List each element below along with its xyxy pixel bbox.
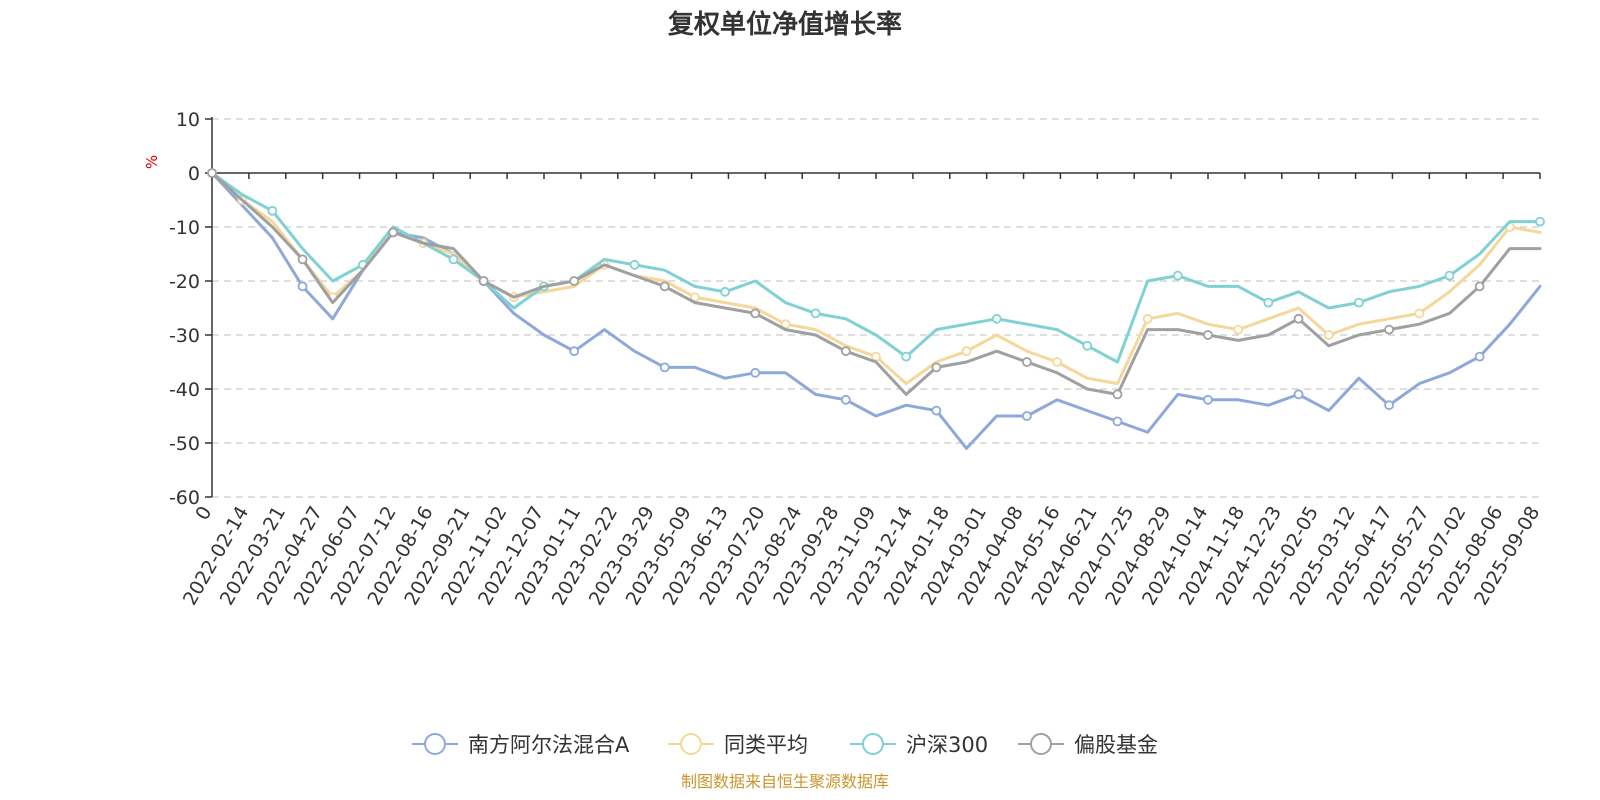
data-point: [207, 168, 217, 178]
axes: 100-10-20-30-40-50-60%02022-02-142022-03…: [143, 109, 1544, 609]
legend[interactable]: 南方阿尔法混合A 同类平均 沪深300 偏股基金: [412, 733, 1158, 757]
legend-label: 南方阿尔法混合A: [468, 733, 630, 757]
series-lines: [207, 168, 1545, 450]
data-point: [659, 362, 670, 373]
data-point: [1052, 357, 1062, 367]
data-point: [1203, 394, 1213, 405]
source-note: 制图数据来自恒生聚源数据库: [680, 772, 889, 791]
data-point: [478, 276, 489, 286]
y-tick-label: 10: [176, 109, 200, 131]
y-tick-label: -50: [169, 433, 200, 455]
data-point: [931, 405, 942, 416]
data-point: [840, 346, 851, 357]
series-line-0: [210, 171, 1542, 450]
legend-label: 偏股基金: [1074, 733, 1158, 757]
y-tick-label: 0: [188, 163, 200, 185]
data-point: [1414, 308, 1425, 319]
legend-marker: [424, 733, 446, 755]
data-point: [1022, 411, 1032, 421]
y-tick-label: -10: [169, 217, 200, 239]
data-point: [1022, 357, 1032, 367]
chart-title: 复权单位净值增长率: [667, 10, 902, 40]
data-point: [750, 308, 761, 319]
data-point: [840, 394, 851, 405]
data-point: [569, 346, 580, 357]
data-point: [569, 276, 580, 286]
data-point: [1112, 389, 1123, 400]
line-chart: 100-10-20-30-40-50-60%02022-02-142022-03…: [143, 109, 1545, 757]
data-point: [1444, 270, 1455, 281]
data-point: [1293, 389, 1304, 400]
data-point: [629, 259, 640, 270]
legend-marker: [862, 733, 884, 755]
legend-item-1[interactable]: 同类平均: [668, 733, 808, 757]
data-point: [810, 308, 821, 319]
data-point: [901, 351, 912, 362]
data-point: [931, 362, 942, 373]
data-point: [267, 205, 278, 216]
legend-label: 沪深300: [906, 733, 988, 757]
data-point: [720, 286, 730, 297]
legend-item-0[interactable]: 南方阿尔法混合A: [412, 733, 630, 757]
x-tick-label: 0: [191, 503, 216, 524]
data-point: [1384, 324, 1394, 335]
data-point: [1082, 340, 1093, 351]
data-point: [991, 313, 1002, 324]
legend-marker: [1030, 733, 1052, 755]
data-point: [1323, 330, 1334, 340]
data-point: [1263, 297, 1274, 308]
data-point: [1233, 324, 1244, 335]
y-tick-label: -20: [169, 271, 200, 293]
legend-item-3[interactable]: 偏股基金: [1018, 733, 1158, 757]
series-line-3: [210, 171, 1542, 396]
legend-marker: [680, 733, 702, 755]
grid-lines: [212, 118, 1540, 498]
legend-item-2[interactable]: 沪深300: [850, 733, 988, 757]
data-point: [448, 254, 459, 265]
data-point: [659, 281, 670, 292]
y-tick-label: -30: [169, 325, 200, 347]
data-point: [297, 254, 308, 265]
y-tick-label: -60: [169, 487, 200, 509]
data-point: [871, 351, 881, 362]
data-point: [1535, 216, 1545, 227]
data-point: [1112, 416, 1123, 427]
data-point: [1293, 313, 1304, 324]
data-point: [961, 346, 972, 357]
series-line-2: [210, 171, 1542, 364]
data-point: [1354, 297, 1364, 308]
data-point: [750, 367, 761, 378]
data-point: [1172, 270, 1183, 281]
data-point: [1384, 400, 1394, 411]
y-axis-unit: %: [143, 155, 161, 169]
data-point: [297, 281, 308, 292]
data-point: [1474, 351, 1485, 362]
y-tick-label: -40: [169, 379, 200, 401]
data-point: [1474, 281, 1485, 292]
data-point: [1142, 313, 1153, 324]
legend-label: 同类平均: [724, 733, 808, 757]
data-point: [388, 227, 398, 238]
data-point: [1203, 330, 1213, 340]
